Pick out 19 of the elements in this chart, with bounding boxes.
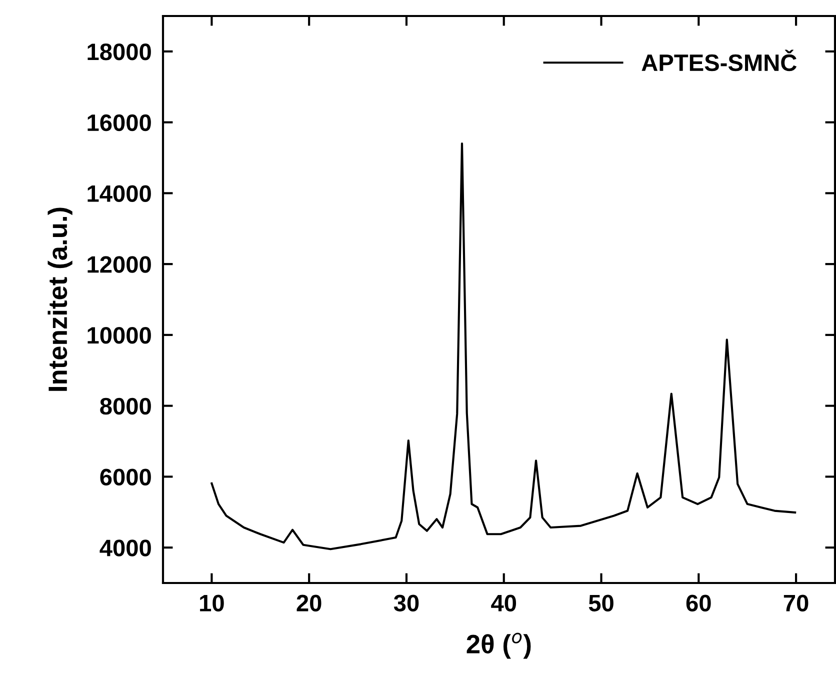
legend-label: APTES-SMNČ bbox=[642, 50, 797, 72]
y-tick-label: 12000 bbox=[88, 256, 151, 273]
line-series bbox=[210, 142, 796, 550]
x-tick-label: 30 bbox=[394, 594, 419, 612]
y-tick-label: 18000 bbox=[88, 44, 151, 60]
x-tick-label: 50 bbox=[588, 594, 614, 612]
x-tick-label: 40 bbox=[491, 594, 516, 612]
x-tick-label: 20 bbox=[296, 594, 322, 612]
y-tick-label: 8000 bbox=[100, 398, 151, 415]
x-tick-label: 10 bbox=[200, 594, 224, 612]
y-tick-label: 10000 bbox=[88, 327, 151, 344]
y-tick-label: 16000 bbox=[88, 114, 151, 132]
y-tick-label: 4000 bbox=[100, 540, 151, 556]
x-axis-title: 2θ ($^{o}$) bbox=[466, 632, 531, 659]
y-tick-label: 14000 bbox=[88, 185, 151, 202]
x-tick-label: 60 bbox=[686, 594, 711, 612]
x-tick-label: 70 bbox=[784, 594, 808, 612]
y-tick-label: 6000 bbox=[100, 468, 151, 486]
y-axis-title: Intenzitet (a.u.) bbox=[48, 208, 72, 391]
